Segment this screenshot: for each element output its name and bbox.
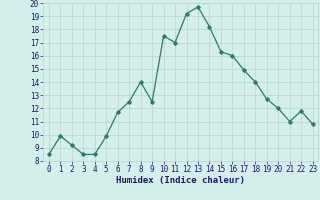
X-axis label: Humidex (Indice chaleur): Humidex (Indice chaleur) bbox=[116, 176, 245, 185]
